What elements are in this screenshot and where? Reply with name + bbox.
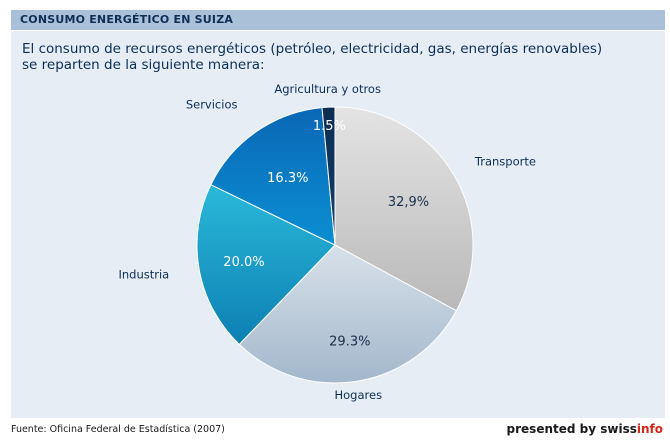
- slice-value-label: 20.0%: [223, 255, 264, 270]
- subtitle-line-1: El consumo de recursos energéticos (petr…: [22, 41, 603, 57]
- pie-slice-hogares: [238, 244, 458, 384]
- slice-category-label: Hogares: [334, 388, 382, 402]
- source-note: Fuente: Oficina Federal de Estadística (…: [11, 424, 225, 435]
- brand-highlight: info: [636, 422, 663, 436]
- chart-title: CONSUMO ENERGÉTICO EN SUIZA: [20, 13, 234, 26]
- header-bar: CONSUMO ENERGÉTICO EN SUIZA: [11, 10, 665, 30]
- slice-value-label: 29.3%: [329, 334, 370, 349]
- slice-value-label: 1.5%: [313, 119, 346, 134]
- slice-value-label: 16.3%: [267, 171, 308, 186]
- pie-slice-industria: [196, 184, 336, 346]
- slice-category-label: Servicios: [186, 97, 238, 111]
- slice-category-label: Industria: [118, 267, 169, 281]
- pie-slice-agricultura-y-otros: [321, 106, 336, 246]
- presented-by-text: presented by swiss: [506, 422, 637, 436]
- pie-slice-servicios: [210, 107, 336, 246]
- presented-by: presented by swissinfo: [507, 422, 663, 436]
- subtitle-line-2: se reparten de la siguiente manera:: [22, 57, 265, 73]
- slice-category-label: Agricultura y otros: [274, 82, 381, 96]
- slice-value-label: 32,9%: [388, 195, 429, 210]
- chart-subtitle: El consumo de recursos energéticos (petr…: [22, 41, 642, 73]
- slice-category-label: Transporte: [474, 155, 536, 169]
- pie-slice-transporte: [334, 106, 474, 312]
